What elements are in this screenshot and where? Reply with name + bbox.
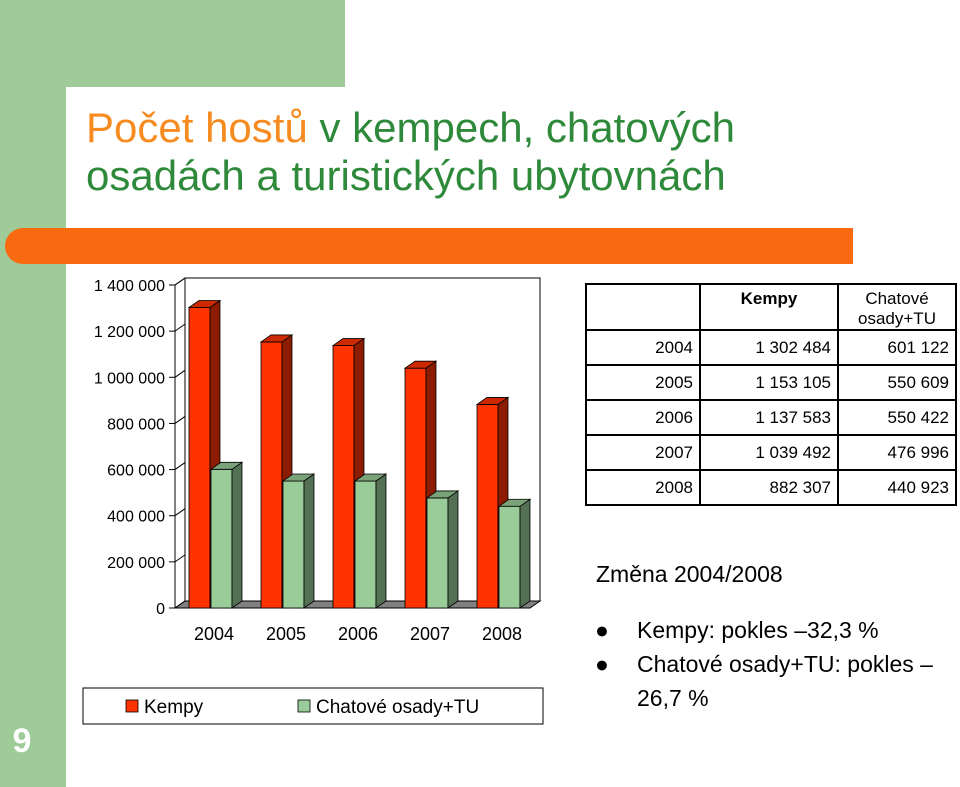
bar-chatove-side (231, 461, 243, 609)
y-tick-label: 1 000 000 (94, 370, 165, 387)
table-row: 2004 1 302 484 601 122 (585, 329, 957, 366)
slide-title: Počet hostů v kempech, chatových osadách… (86, 104, 946, 200)
y-tick-edge (174, 416, 186, 424)
y-tick-label: 200 000 (107, 555, 165, 572)
orange-divider-bar (5, 228, 853, 264)
table-header-empty (585, 283, 701, 331)
list-item: ● Chatové osady+TU: pokles –26,7 % (595, 647, 955, 715)
y-tick-edge (174, 554, 186, 563)
table-row: 2008 882 307 440 923 (585, 469, 957, 506)
bullet-icon: ● (595, 617, 609, 643)
bar-chatove-side (519, 498, 531, 609)
bar-chatove-top (209, 461, 244, 470)
bar-chart: 0 200 000 400 000 600 000 800 000 1 000 000 1 … (82, 277, 544, 725)
y-tick-label: 400 000 (107, 509, 165, 526)
x-tick-label: 2008 (482, 624, 522, 644)
bar-chatove (282, 480, 305, 609)
y-tick-edge (174, 600, 186, 609)
table-cell-chatove: 550 422 (837, 399, 957, 436)
legend-box (82, 687, 544, 725)
y-tick-label: 600 000 (107, 463, 165, 480)
x-tick-label: 2006 (338, 624, 378, 644)
bar-chatove-top (497, 498, 532, 507)
bar-chatove-top (281, 473, 316, 482)
table-cell-chatove: 440 923 (837, 469, 957, 506)
table-row: 2007 1 039 492 476 996 (585, 434, 957, 471)
title-line2: osadách a turistických ubytovnách (86, 152, 726, 199)
bar-chatove (498, 505, 521, 609)
table-header-chatove-line1: Chatové (865, 289, 929, 308)
list-item-text: Kempy: pokles –32,3 % (637, 617, 879, 643)
y-tick-label: 1 200 000 (94, 324, 165, 341)
bar-kempy-top (331, 338, 366, 346)
bar-kempy (476, 404, 499, 609)
table-header-chatove: Chatové osady+TU (837, 283, 957, 331)
side-band-top (0, 0, 345, 87)
y-tick-label: 0 (156, 601, 165, 618)
y-tick-edge (174, 277, 186, 286)
bar-kempy (332, 345, 355, 609)
bar-kempy-top (187, 300, 222, 308)
table-row: 2006 1 137 583 550 422 (585, 399, 957, 436)
side-band-left (0, 0, 66, 787)
bar-chatove (426, 497, 449, 609)
table-cell-kempy: 1 039 492 (699, 434, 839, 471)
slide-number: 9 (12, 722, 32, 760)
bar-chatove (354, 480, 377, 609)
change-title: Změna 2004/2008 (596, 561, 783, 587)
table-header-kempy: Kempy (699, 283, 839, 331)
bar-kempy-top (403, 360, 438, 369)
table-row: 2005 1 153 105 550 609 (585, 364, 957, 401)
bar-kempy (260, 341, 283, 609)
list-item: ● Kempy: pokles –32,3 % (595, 613, 955, 647)
y-tick-edge (174, 508, 186, 517)
list-item-text: Chatové osady+TU: pokles –26,7 % (637, 651, 933, 711)
bar-kempy (188, 307, 211, 609)
bullet-icon: ● (595, 651, 609, 677)
y-tick-label: 800 000 (107, 416, 165, 433)
table-cell-kempy: 1 302 484 (699, 329, 839, 366)
x-tick-label: 2004 (194, 624, 234, 644)
table-cell-year: 2006 (585, 399, 701, 436)
legend-label-kempy: Kempy (144, 697, 204, 718)
table-cell-chatove: 476 996 (837, 434, 957, 471)
table-cell-year: 2004 (585, 329, 701, 366)
bar-kempy (404, 367, 427, 609)
table-cell-year: 2008 (585, 469, 701, 506)
title-accent: Počet hostů (86, 104, 308, 151)
table-cell-year: 2005 (585, 364, 701, 401)
x-tick-label: 2005 (266, 624, 306, 644)
table-header-row: Kempy Chatové osady+TU (585, 283, 957, 331)
title-rest-line1: v kempech, chatových (307, 104, 736, 151)
bar-chatove-top (353, 473, 388, 482)
table-header-chatove-line2: osady+TU (858, 309, 936, 328)
bar-kempy-top (475, 397, 510, 405)
bar-chatove-side (447, 490, 459, 609)
table-cell-year: 2007 (585, 434, 701, 471)
table-cell-kempy: 1 153 105 (699, 364, 839, 401)
bar-chatove-side (375, 473, 387, 609)
bar-chatove-top (425, 490, 460, 499)
x-tick-label: 2007 (410, 624, 450, 644)
table-cell-kempy: 1 137 583 (699, 399, 839, 436)
change-list: ● Kempy: pokles –32,3 % ● Chatové osady+… (595, 613, 955, 715)
bar-chatove-side (303, 473, 315, 609)
bar-kempy-top (259, 334, 294, 343)
y-tick-label: 1 400 000 (94, 278, 165, 295)
legend-swatch-chatove (297, 699, 311, 713)
y-tick-edge (174, 462, 186, 470)
table-cell-chatove: 550 609 (837, 364, 957, 401)
bar-chatove (210, 468, 233, 609)
y-tick-edge (174, 369, 186, 378)
legend-swatch-kempy (125, 699, 139, 713)
data-table: Kempy Chatové osady+TU 2004 1 302 484 60… (585, 283, 957, 506)
table-cell-chatove: 601 122 (837, 329, 957, 366)
table-cell-kempy: 882 307 (699, 469, 839, 506)
y-tick-edge (174, 323, 186, 332)
legend-label-chatove: Chatové osady+TU (316, 697, 479, 718)
